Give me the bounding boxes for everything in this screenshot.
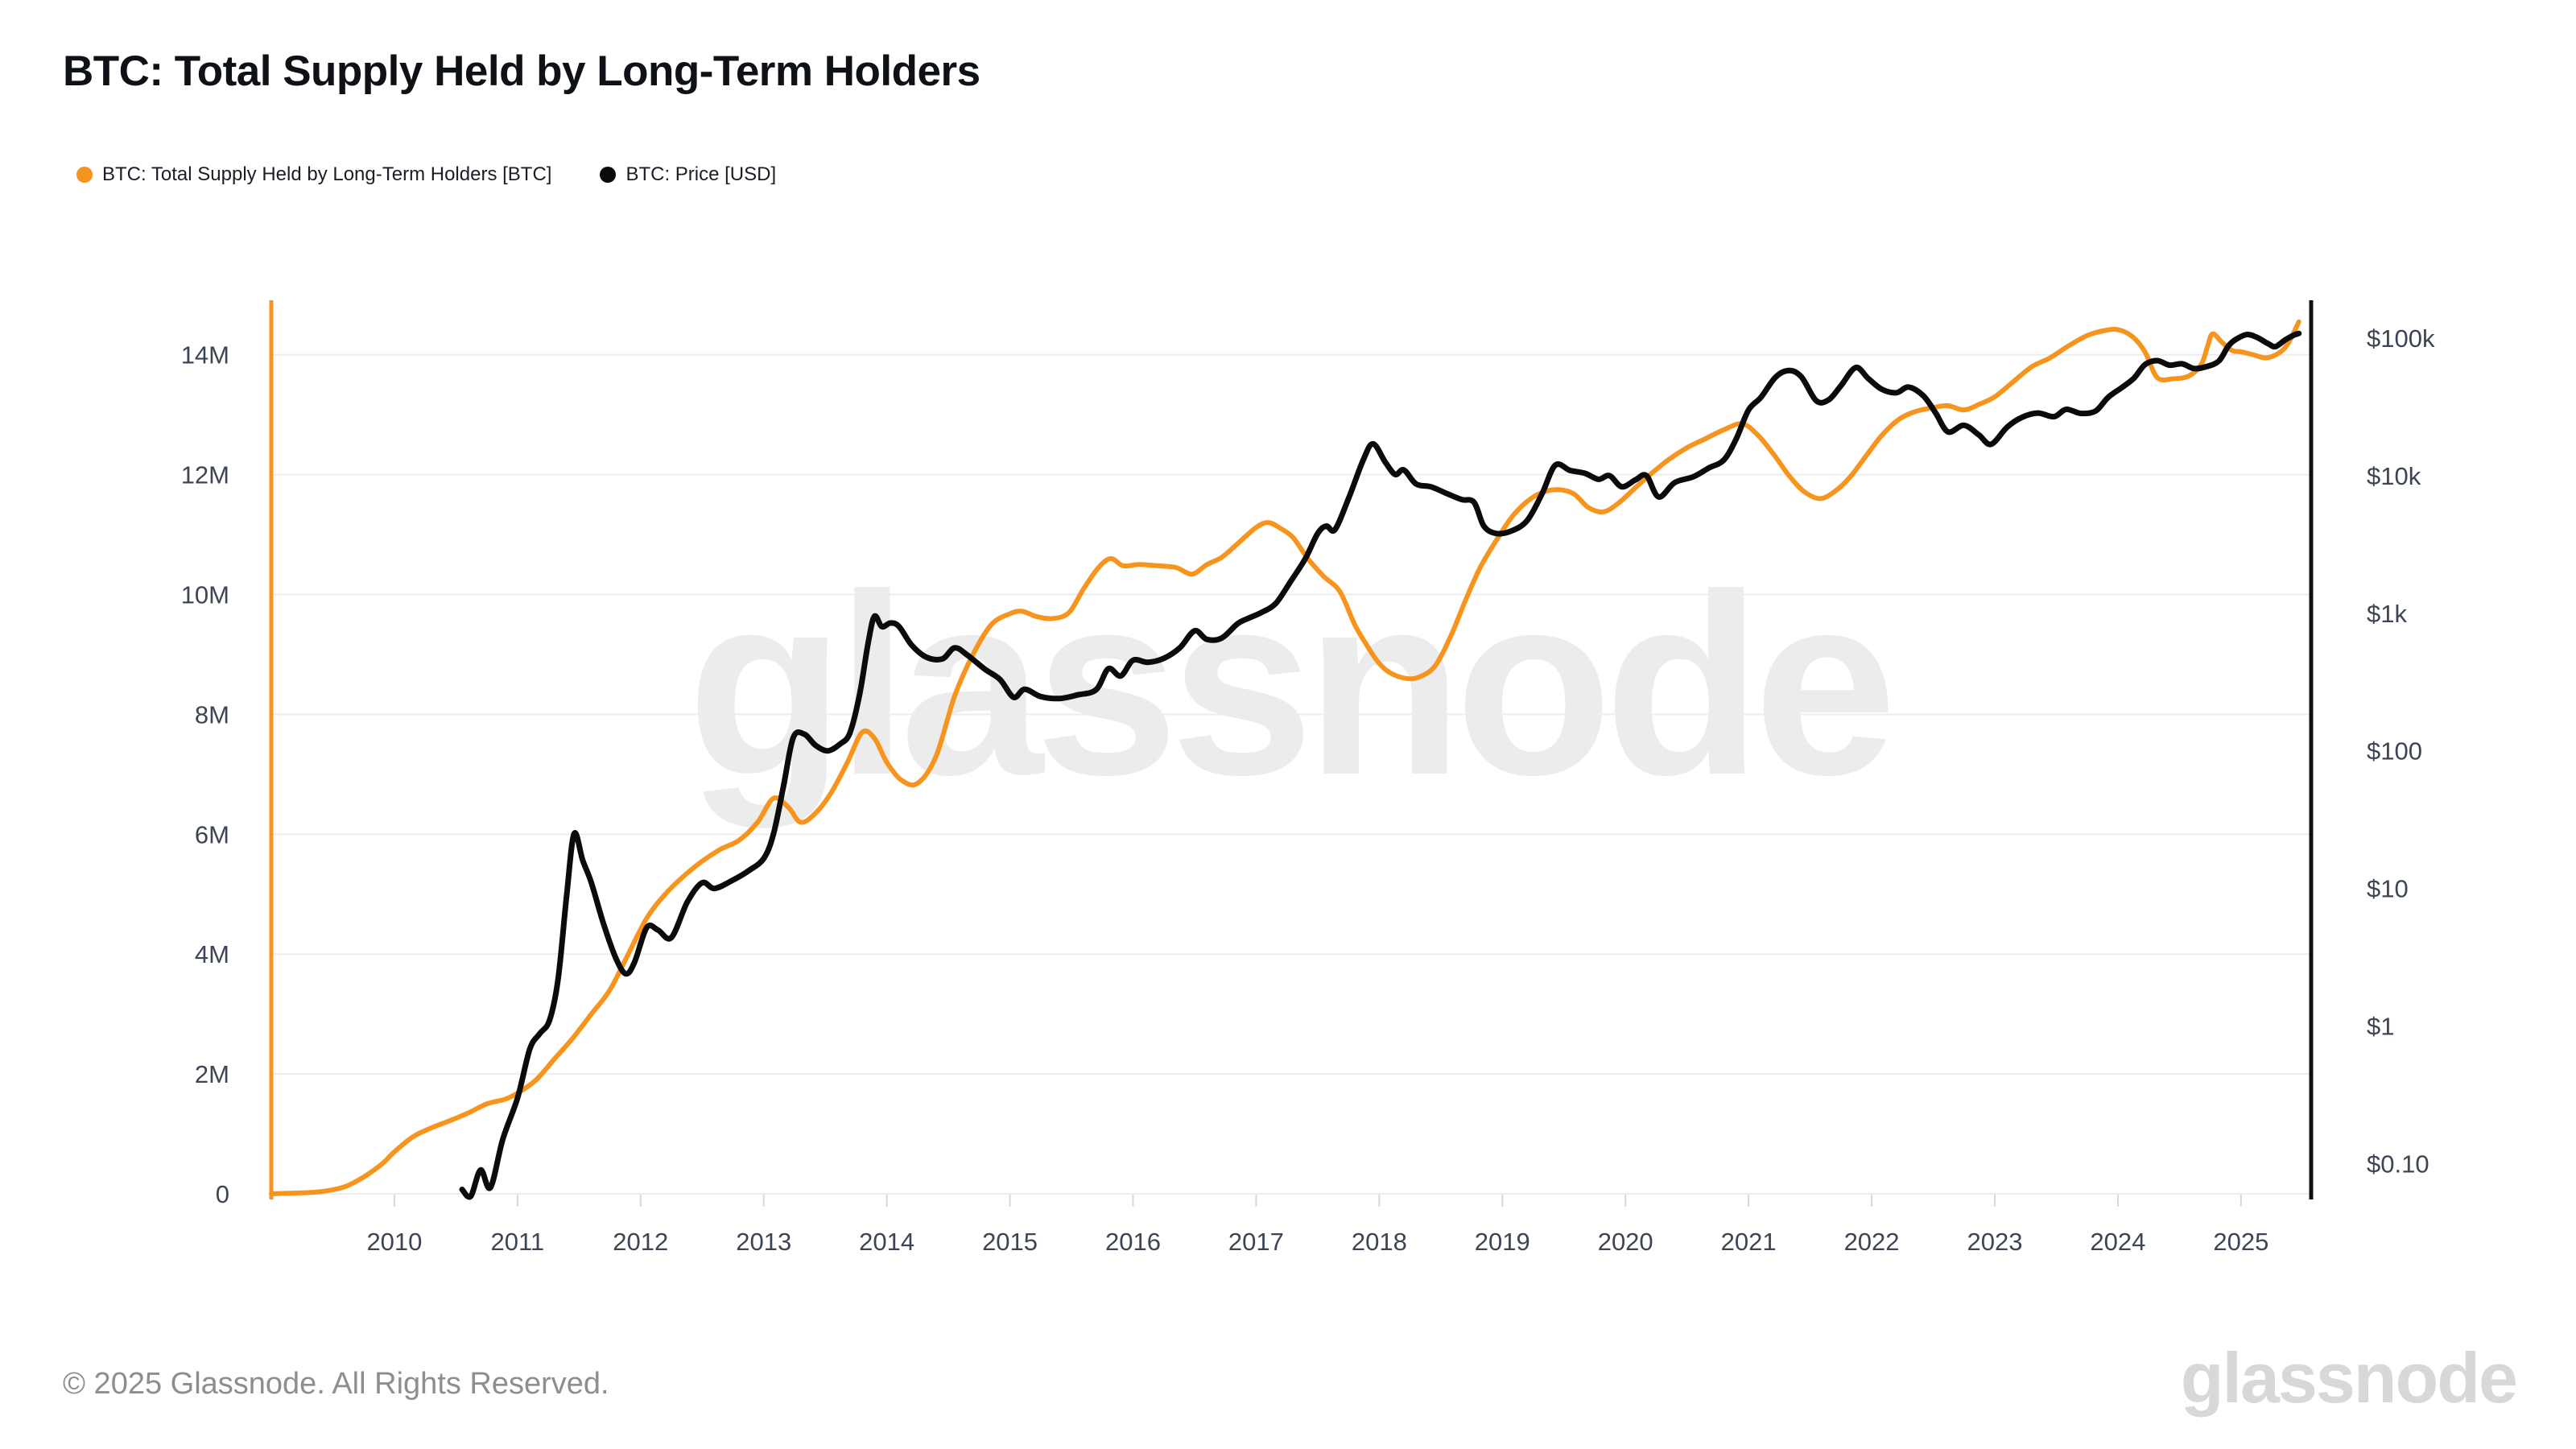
y-right-tick-label: $100 xyxy=(2367,737,2422,766)
price-legend-dot-icon xyxy=(600,167,617,183)
x-tick-label: 2022 xyxy=(1844,1228,1900,1256)
y-right-tick-label: $0.10 xyxy=(2367,1150,2429,1179)
y-left-tick-label: 14M xyxy=(181,341,229,369)
price-series-line xyxy=(459,330,2302,1200)
y-right-tick-label: $1k xyxy=(2367,600,2407,628)
y-left-tick-label: 8M xyxy=(195,700,229,729)
x-tick-label: 2023 xyxy=(1967,1228,2022,1256)
y-right-tick-label: $1 xyxy=(2367,1013,2394,1041)
supply-series-line xyxy=(269,319,2301,1196)
x-tick-label: 2015 xyxy=(982,1228,1038,1256)
x-tick-label: 2020 xyxy=(1598,1228,1653,1256)
y-right-tick-label: $100k xyxy=(2367,324,2435,353)
y-left-tick-label: 4M xyxy=(195,940,229,968)
glassnode-logo: glassnode xyxy=(2180,1338,2518,1418)
x-tick-label: 2014 xyxy=(859,1228,914,1256)
y-left-tick-label: 10M xyxy=(181,581,229,609)
copyright-text: © 2025 Glassnode. All Rights Reserved. xyxy=(63,1367,609,1401)
x-tick-label: 2025 xyxy=(2213,1228,2268,1256)
y-left-tick-label: 12M xyxy=(181,461,229,489)
legend-item-price[interactable]: BTC: Price [USD] xyxy=(600,163,776,186)
y-left-tick-label: 0 xyxy=(216,1180,229,1208)
y-right-tick-label: $10 xyxy=(2367,875,2409,903)
x-tick-label: 2011 xyxy=(491,1228,545,1256)
legend: BTC: Total Supply Held by Long-Term Hold… xyxy=(76,163,776,186)
price-legend-label: BTC: Price [USD] xyxy=(625,163,777,185)
x-tick-label: 2024 xyxy=(2090,1228,2145,1256)
x-tick-label: 2017 xyxy=(1228,1228,1284,1256)
x-tick-label: 2010 xyxy=(366,1228,422,1256)
legend-item-supply[interactable]: BTC: Total Supply Held by Long-Term Hold… xyxy=(76,163,551,186)
y-left-tick-label: 2M xyxy=(195,1060,229,1088)
x-tick-label: 2018 xyxy=(1352,1228,1407,1256)
x-tick-label: 2013 xyxy=(736,1228,791,1256)
x-tick-label: 2019 xyxy=(1475,1228,1530,1256)
x-tick-label: 2012 xyxy=(613,1228,668,1256)
y-left-tick-label: 6M xyxy=(195,820,229,848)
x-tick-label: 2021 xyxy=(1721,1228,1777,1256)
x-tick-label: 2016 xyxy=(1105,1228,1161,1256)
page-title: BTC: Total Supply Held by Long-Term Hold… xyxy=(63,47,980,95)
supply-legend-label: BTC: Total Supply Held by Long-Term Hold… xyxy=(102,163,552,185)
supply-legend-dot-icon xyxy=(76,167,93,183)
y-right-tick-label: $10k xyxy=(2367,462,2421,490)
